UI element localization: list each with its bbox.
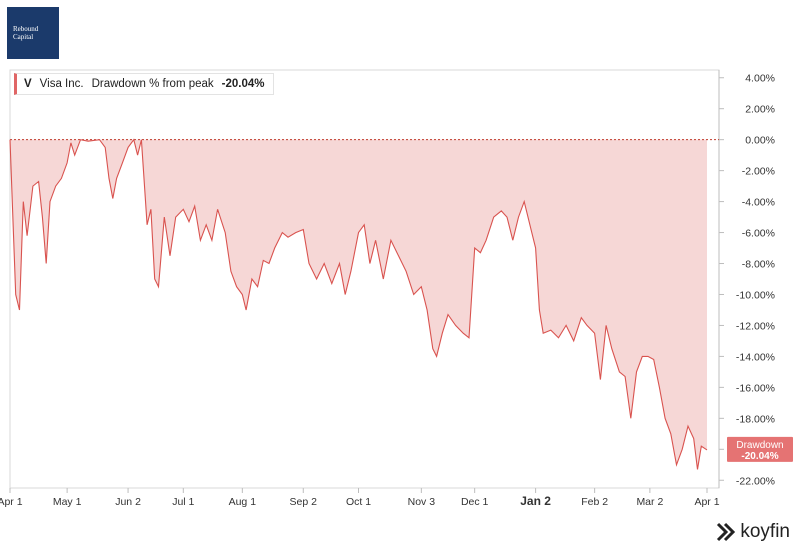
drawdown-area bbox=[10, 139, 707, 470]
y-tick-label: -16.00% bbox=[736, 382, 775, 394]
y-tick-label: -12.00% bbox=[736, 320, 775, 332]
koyfin-logo-icon bbox=[717, 522, 736, 542]
x-tick-label: May 1 bbox=[53, 496, 82, 508]
y-tick-label: 4.00% bbox=[745, 73, 775, 85]
y-tick-label: -14.00% bbox=[736, 351, 775, 363]
x-tick-label: Apr 1 bbox=[694, 496, 719, 508]
y-tick-label: -18.00% bbox=[736, 413, 775, 425]
y-tick-label: -8.00% bbox=[742, 259, 775, 271]
legend-value: -20.04% bbox=[221, 78, 265, 90]
logo-line-1: Rebound bbox=[13, 25, 39, 33]
brand-name: koyfin bbox=[740, 521, 790, 542]
rebound-capital-logo: Rebound Capital bbox=[7, 7, 59, 59]
x-tick-label: Sep 2 bbox=[290, 496, 318, 508]
legend-ticker: V bbox=[24, 78, 32, 90]
x-tick-label: Apr 1 bbox=[0, 496, 23, 508]
x-tick-label: Mar 2 bbox=[636, 496, 663, 508]
y-tick-label: -6.00% bbox=[742, 228, 775, 240]
y-tick-label: -4.00% bbox=[742, 197, 775, 209]
x-tick-label: Jan 2 bbox=[520, 494, 551, 508]
y-tick-label: 0.00% bbox=[745, 135, 775, 147]
last-value-tag-series: Drawdown bbox=[736, 440, 783, 451]
y-tick-label: 2.00% bbox=[745, 104, 775, 116]
legend-company-name: Visa Inc. bbox=[39, 78, 84, 90]
drawdown-series-line bbox=[9, 138, 708, 470]
x-tick-label: Dec 1 bbox=[461, 496, 489, 508]
y-tick-label: -10.00% bbox=[736, 289, 775, 301]
logo-line-2: Capital bbox=[13, 33, 34, 41]
x-tick-label: Jun 2 bbox=[115, 496, 141, 508]
x-tick-label: Nov 3 bbox=[408, 496, 436, 508]
y-tick-label: -2.00% bbox=[742, 166, 775, 178]
legend-metric: Drawdown % from peak bbox=[91, 78, 214, 90]
koyfin-brand: koyfin bbox=[716, 521, 790, 543]
x-tick-label: Aug 1 bbox=[229, 496, 257, 508]
last-value-tag-value: -20.04% bbox=[741, 451, 778, 462]
last-value-tag bbox=[727, 436, 793, 462]
chart-legend[interactable]: V Visa Inc. Drawdown % from peak -20.04% bbox=[14, 73, 274, 95]
x-tick-label: Feb 2 bbox=[581, 496, 608, 508]
x-tick-label: Jul 1 bbox=[172, 496, 194, 508]
y-tick-label: -22.00% bbox=[736, 475, 775, 487]
x-tick-label: Oct 1 bbox=[346, 496, 371, 508]
